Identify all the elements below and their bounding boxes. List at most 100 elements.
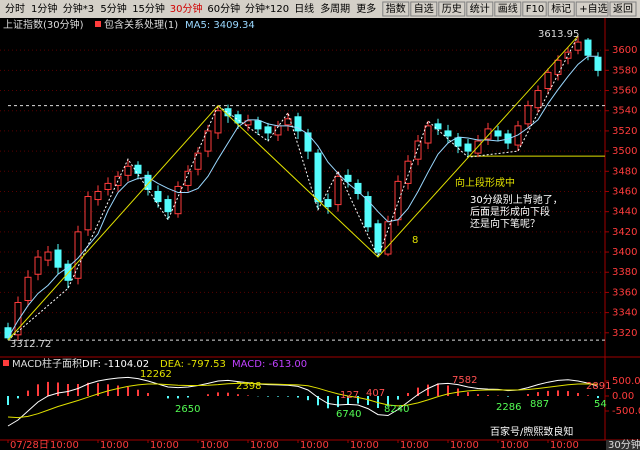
toolbar-button-frame[interactable] bbox=[547, 1, 575, 17]
annotation: 3312.72 bbox=[10, 339, 51, 350]
y-tick-label: 3360 bbox=[612, 287, 637, 298]
x-tick-label: 07/28日 bbox=[10, 440, 49, 450]
period-label: 30分钟 bbox=[608, 438, 640, 450]
candle-body bbox=[374, 223, 382, 253]
toolbar-button-frame[interactable] bbox=[438, 1, 466, 17]
toolbar-button[interactable]: 日线 bbox=[294, 2, 314, 15]
candle-body bbox=[214, 110, 222, 134]
candle-body bbox=[244, 120, 252, 126]
candle-body bbox=[364, 196, 372, 228]
candle-body bbox=[94, 190, 102, 201]
y-tick-label: 3440 bbox=[612, 207, 637, 218]
toolbar-button[interactable]: 15分钟 bbox=[132, 2, 165, 15]
candle-body bbox=[134, 164, 142, 174]
ma-label: MA5: 3409.34 bbox=[185, 20, 255, 31]
annotation: 后面是形成向下段 bbox=[470, 205, 550, 218]
toolbar-button[interactable]: 1分钟 bbox=[31, 2, 57, 15]
x-tick-label: 10:00 bbox=[350, 440, 379, 450]
x-tick-label: 10:00 bbox=[250, 440, 279, 450]
y-tick-label: 3380 bbox=[612, 267, 637, 278]
area-label: 887 bbox=[530, 399, 549, 410]
candle-body bbox=[434, 123, 442, 130]
toolbar-button[interactable]: 多周期 bbox=[320, 2, 350, 15]
y-tick-label: 3400 bbox=[612, 247, 637, 258]
area-label: 54 bbox=[594, 399, 607, 410]
annotation: 向上段形成中 bbox=[455, 176, 515, 189]
toolbar-button[interactable]: 分钟*3 bbox=[63, 2, 94, 15]
candle-body bbox=[554, 59, 562, 75]
y-tick-label: 3520 bbox=[612, 126, 637, 137]
candle-body bbox=[564, 51, 572, 59]
candle-body bbox=[194, 152, 202, 170]
candle-body bbox=[24, 276, 32, 301]
toolbar-button-frame[interactable] bbox=[522, 1, 547, 17]
toolbar-button[interactable]: 标记 bbox=[551, 3, 571, 15]
annotation: 还是向下笔呢？ bbox=[470, 217, 540, 230]
toolbar-button[interactable]: 指数 bbox=[386, 2, 406, 15]
toolbar-button-frame[interactable] bbox=[410, 1, 438, 17]
candle-body bbox=[54, 249, 62, 268]
candle-body bbox=[524, 105, 532, 125]
x-tick-label: 10:00 bbox=[150, 440, 179, 450]
annotation: 8 bbox=[412, 235, 418, 246]
candle-body bbox=[384, 221, 392, 255]
toolbar-button[interactable]: F10 bbox=[526, 4, 544, 15]
y-tick-label: 3600 bbox=[612, 45, 637, 56]
macd-title: MACD柱子面积 bbox=[12, 357, 82, 370]
candle-body bbox=[294, 116, 302, 132]
candle-body bbox=[164, 199, 172, 213]
candle-body bbox=[184, 170, 192, 186]
candle-body bbox=[494, 130, 502, 137]
candle-body bbox=[254, 120, 262, 130]
chart-subtitle: 包含关系处理(1) bbox=[104, 18, 178, 31]
area-label: 2891 bbox=[586, 381, 611, 392]
macd-label: MACD: -613.00 bbox=[232, 359, 307, 370]
y-tick-label: 3540 bbox=[612, 106, 637, 117]
annotation: 3613.95 bbox=[538, 29, 579, 40]
x-tick-label: 10:00 bbox=[50, 440, 79, 450]
toolbar-button[interactable]: 30分钟 bbox=[170, 2, 203, 15]
candle-body bbox=[394, 180, 402, 221]
toolbar-button-frame[interactable] bbox=[609, 1, 637, 17]
toolbar-button[interactable]: +自选 bbox=[579, 2, 607, 15]
candle-body bbox=[324, 199, 332, 208]
x-tick-label: 10:00 bbox=[500, 440, 529, 450]
price-axis bbox=[605, 18, 640, 450]
toolbar-button[interactable]: 返回 bbox=[613, 3, 633, 15]
toolbar-button[interactable]: 5分钟 bbox=[100, 2, 126, 15]
segment-line bbox=[7, 35, 579, 341]
candle-body bbox=[304, 132, 312, 152]
toolbar-button[interactable]: 自选 bbox=[414, 2, 434, 15]
toolbar-button[interactable]: 更多 bbox=[356, 2, 376, 15]
toolbar-button-frame[interactable] bbox=[575, 1, 609, 17]
y-tick-label: 3460 bbox=[612, 186, 637, 197]
y-tick-label: 3420 bbox=[612, 227, 637, 238]
area-label: 2398 bbox=[236, 381, 261, 392]
area-label: 127 bbox=[340, 390, 359, 401]
toolbar-button[interactable]: 历史 bbox=[442, 3, 462, 15]
toolbar-button[interactable]: 分时 bbox=[5, 3, 25, 15]
dea-line bbox=[7, 382, 599, 419]
toolbar-button-frame[interactable] bbox=[494, 1, 522, 17]
candle-body bbox=[314, 152, 322, 203]
candle-body bbox=[34, 256, 42, 275]
y-tick-label: 0.00 bbox=[612, 391, 634, 402]
candle-body bbox=[174, 185, 182, 215]
toolbar-button-frame[interactable] bbox=[466, 1, 494, 17]
area-label: 6740 bbox=[336, 409, 361, 420]
toolbar-button[interactable]: 60分钟 bbox=[207, 2, 240, 15]
toolbar-button-frame[interactable] bbox=[382, 1, 410, 17]
toolbar-button[interactable]: 分钟*120 bbox=[245, 2, 289, 15]
y-tick-label: 500.00 bbox=[612, 376, 640, 387]
area-label: 8240 bbox=[384, 404, 409, 415]
toolbar-button[interactable]: 统计 bbox=[470, 2, 490, 15]
dif-label: DIF: -1104.02 bbox=[82, 359, 149, 370]
toolbar-button[interactable]: 画线 bbox=[498, 2, 518, 15]
candle-body bbox=[234, 114, 242, 124]
candle-body bbox=[204, 130, 212, 152]
area-label: 2286 bbox=[496, 402, 521, 413]
y-tick-label: 3320 bbox=[612, 328, 637, 339]
stroke-line bbox=[7, 35, 579, 341]
